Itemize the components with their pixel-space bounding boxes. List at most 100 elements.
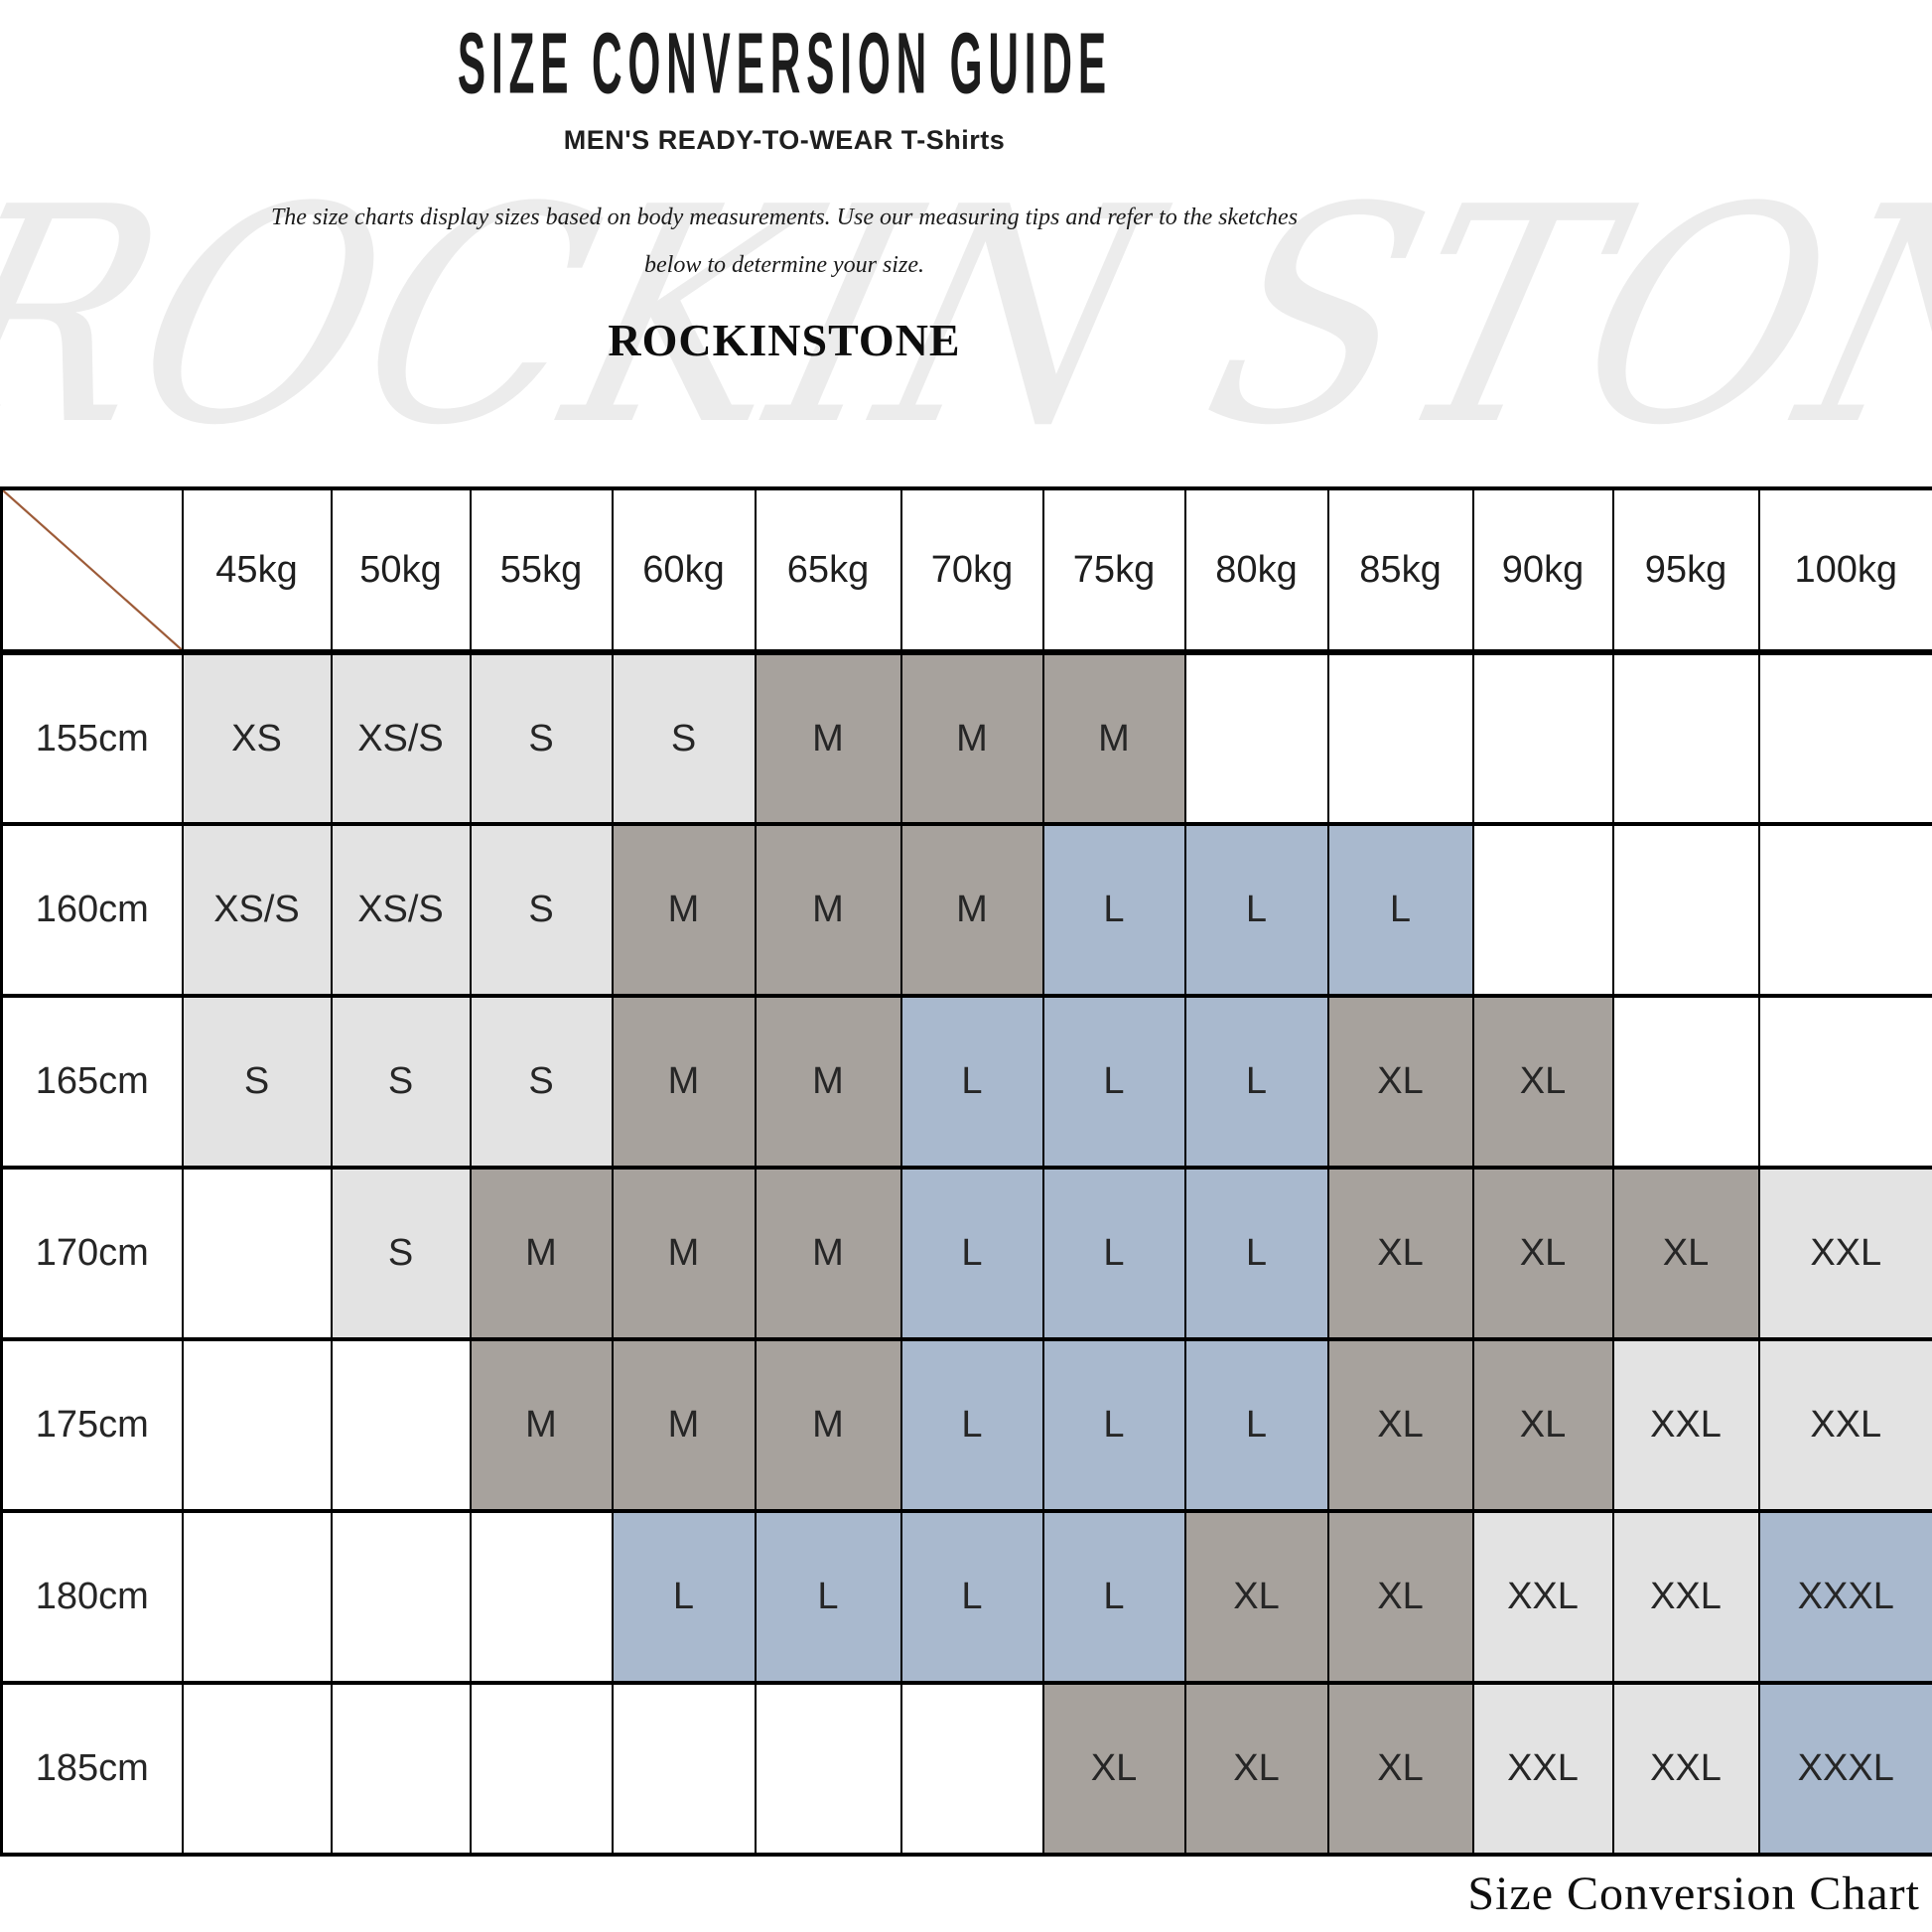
size-cell: XXL [1471,1509,1614,1685]
size-cell: L [1183,1337,1329,1513]
brand-name: ROCKINSTONE [608,315,961,365]
size-cell: M [754,1337,902,1513]
size-cell: XL [1326,1509,1474,1685]
size-cell: L [899,994,1044,1170]
size-cell: M [754,994,902,1170]
size-cell: L [1041,1509,1186,1685]
size-cell: XS/S [330,650,472,826]
size-cell: M [611,822,757,998]
size-cell: XL [1183,1681,1329,1857]
height-row-header: 180cm [0,1509,184,1685]
size-cell: L [1041,1166,1186,1341]
height-row-header: 170cm [0,1166,184,1341]
table-row: 170cm S M M M L L L XL XL XL XXL [0,1166,1932,1341]
size-cell [1611,650,1760,826]
description-line-1: The size charts display sizes based on b… [270,205,1299,230]
header-block: SIZE CONVERSION GUIDE MEN'S READY-TO-WEA… [0,0,1569,366]
weight-header-row: 45kg 50kg 55kg 60kg 65kg 70kg 75kg 80kg 85kg 90kg… [0,486,1932,655]
height-row-header: 185cm [0,1681,184,1857]
size-cell: M [754,822,902,998]
size-cell: M [899,650,1044,826]
size-cell: XS/S [330,822,472,998]
size-cell: XL [1326,1166,1474,1341]
size-cell [181,1166,333,1341]
size-cell [1757,822,1932,998]
size-cell: M [469,1166,614,1341]
size-cell: S [469,994,614,1170]
size-cell: M [754,1166,902,1341]
corner-cell [0,486,184,655]
size-cell: L [1183,1166,1329,1341]
size-cell: XL [1471,1337,1614,1513]
size-cell: L [611,1509,757,1685]
size-cell: L [1041,1337,1186,1513]
subtitle-product: T-Shirts [900,125,1006,155]
size-cell: M [1041,650,1186,826]
size-cell: XXL [1611,1681,1760,1857]
size-cell [330,1337,472,1513]
size-cell: XXXL [1757,1681,1932,1857]
size-cell [1471,822,1614,998]
size-cell: L [1041,994,1186,1170]
size-cell: S [469,650,614,826]
size-cell [1757,994,1932,1170]
table-row: 155cm XS XS/S S S M M M [0,650,1932,826]
size-cell [181,1337,333,1513]
size-cell: M [611,1337,757,1513]
size-cell: M [611,994,757,1170]
size-cell [1611,994,1760,1170]
size-cell: XL [1326,994,1474,1170]
size-cell: XXL [1471,1681,1614,1857]
size-cell: XXL [1757,1166,1932,1341]
size-cell: XXL [1757,1337,1932,1513]
size-cell [469,1509,614,1685]
table-row: 185cm XL XL XL XXL XXL XXXL [0,1681,1932,1857]
size-cell [469,1681,614,1857]
size-cell [754,1681,902,1857]
weight-column-header: 45kg [181,486,333,655]
size-cell: L [1183,822,1329,998]
size-cell: XL [1471,994,1614,1170]
size-cell: XL [1041,1681,1186,1857]
size-cell [330,1681,472,1857]
size-cell: L [1183,994,1329,1170]
size-conversion-table: 45kg 50kg 55kg 60kg 65kg 70kg 75kg 80kg 85kg 90kg… [0,486,1932,1857]
weight-column-header: 80kg [1183,486,1329,655]
size-cell: S [469,822,614,998]
table-row: 160cm XS/S XS/S S M M M L L L [0,822,1932,998]
size-cell [899,1681,1044,1857]
subtitle: MEN'S READY-TO-WEAR T-Shirts [0,125,1569,156]
size-cell: XXXL [1757,1509,1932,1685]
size-cell: XL [1183,1509,1329,1685]
size-cell: S [611,650,757,826]
size-cell: XL [1326,1681,1474,1857]
size-cell: XXL [1611,1509,1760,1685]
size-cell: XL [1471,1166,1614,1341]
height-row-header: 175cm [0,1337,184,1513]
size-cell: S [181,994,333,1170]
size-cell: M [899,822,1044,998]
size-cell: M [754,650,902,826]
size-cell [181,1509,333,1685]
size-cell [1471,650,1614,826]
size-cell: S [330,994,472,1170]
table-row: 165cm S S S M M L L L XL XL [0,994,1932,1170]
size-cell [1611,822,1760,998]
size-cell: L [899,1166,1044,1341]
page-title: SIZE CONVERSION GUIDE [457,15,1112,113]
height-row-header: 160cm [0,822,184,998]
weight-column-header: 75kg [1041,486,1186,655]
size-cell: L [754,1509,902,1685]
weight-column-header: 50kg [330,486,472,655]
height-row-header: 155cm [0,650,184,826]
weight-column-header: 90kg [1471,486,1614,655]
size-cell: XXL [1611,1337,1760,1513]
size-table-body: 155cm XS XS/S S S M M M 160cm XS/S XS/S S M M M L L L 165c… [0,650,1932,1857]
size-cell: S [330,1166,472,1341]
size-cell [330,1509,472,1685]
table-row: 180cm L L L L XL XL XXL XXL XXXL [0,1509,1932,1685]
size-cell [181,1681,333,1857]
description-line-2: below to determine your size. [644,252,924,278]
size-cell: L [1041,822,1186,998]
weight-column-header: 55kg [469,486,614,655]
